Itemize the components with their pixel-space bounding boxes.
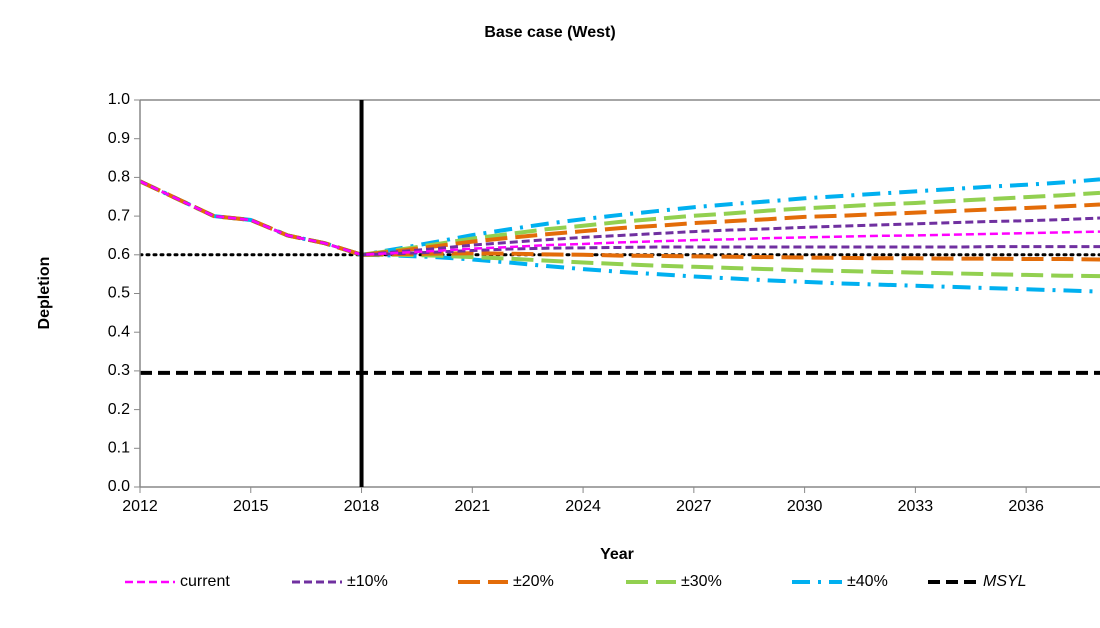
x-tick-label: 2015 <box>233 498 269 515</box>
y-tick-label: 0.7 <box>108 207 130 224</box>
legend-label: ±40% <box>847 573 888 590</box>
y-tick-label: 1.0 <box>108 91 130 108</box>
series-line <box>140 179 1100 257</box>
x-tick-label: 2036 <box>1008 498 1044 515</box>
legend-label: ±20% <box>513 573 554 590</box>
y-tick-label: 0.6 <box>108 246 130 263</box>
x-tick-label: 2030 <box>787 498 823 515</box>
plot-area <box>140 177 1100 375</box>
legend-label: ±10% <box>347 573 388 590</box>
y-tick-label: 0.8 <box>108 169 130 186</box>
x-axis-title: Year <box>600 546 634 563</box>
legend-label: ±30% <box>681 573 722 590</box>
series-line <box>140 179 1100 257</box>
series-line <box>140 177 1100 257</box>
y-tick-label: 0.2 <box>108 401 130 418</box>
series-line-lower <box>361 245 1100 257</box>
x-tick-label: 2027 <box>676 498 712 515</box>
x-tick-label: 2021 <box>455 498 491 515</box>
y-tick-label: 0.5 <box>108 285 130 302</box>
series-line <box>140 179 1100 257</box>
legend-label: current <box>180 573 230 590</box>
x-tick-label: 2018 <box>344 498 380 515</box>
y-tick-label: 0.3 <box>108 362 130 379</box>
y-axis-title: Depletion <box>36 257 53 330</box>
y-tick-label: 0.1 <box>108 440 130 457</box>
x-tick-label: 2012 <box>122 498 158 515</box>
series-line-lower <box>361 252 1100 294</box>
y-tick-label: 0.4 <box>108 323 130 340</box>
x-tick-label: 2033 <box>898 498 934 515</box>
series-line <box>140 180 1100 257</box>
x-tick-label: 2024 <box>565 498 601 515</box>
y-tick-label: 0.9 <box>108 130 130 147</box>
y-tick-label: 0.0 <box>108 478 130 495</box>
series-line-lower <box>361 251 1100 262</box>
legend-label: MSYL <box>983 573 1027 590</box>
series-line-lower <box>361 252 1100 279</box>
chart-title: Base case (West) <box>484 24 615 41</box>
